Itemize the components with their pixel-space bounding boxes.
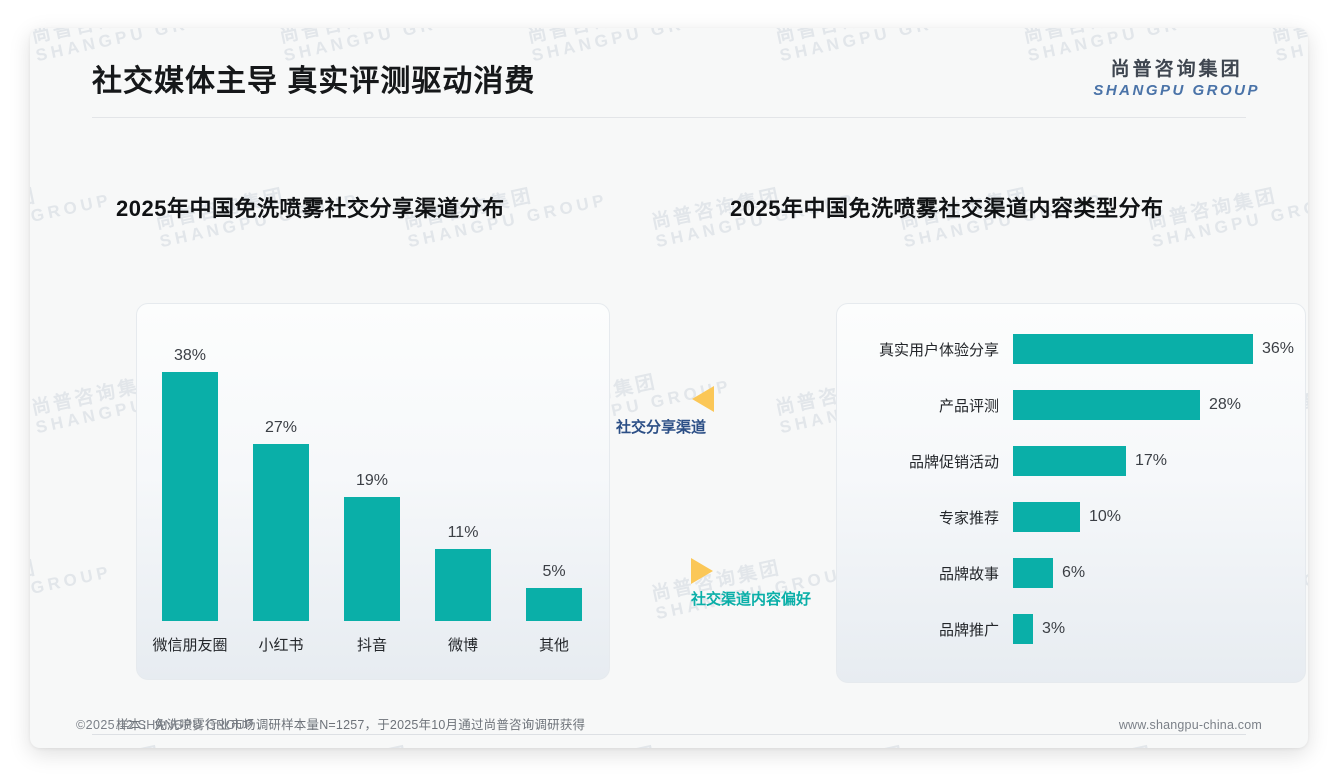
bar-column: 27% 小红书: [246, 419, 316, 654]
bar-rect: [1013, 390, 1200, 420]
bar-value-label: 36%: [1262, 340, 1295, 357]
bar-value-label: 3%: [1042, 620, 1066, 637]
annotation-content-preference-label: 社交渠道内容偏好: [691, 591, 812, 608]
bar-value-label: 10%: [1089, 508, 1122, 525]
bar-category-label: 抖音: [356, 637, 388, 654]
bar-rect: [1013, 558, 1053, 588]
bar-category-label: 专家推荐: [938, 509, 999, 527]
bar-category-label: 小红书: [258, 637, 304, 654]
sample-note: 样本：免洗喷雾行业市场调研样本量N=1257，于2025年10月通过尚普咨询调研…: [116, 718, 586, 732]
bar-category-label: 品牌推广: [938, 621, 999, 639]
bar-value-label: 17%: [1135, 452, 1168, 469]
footer-copyright: ©2025.12 SHANGPU GROUP: [76, 718, 254, 732]
right-chart-title: 2025年中国免洗喷雾社交渠道内容类型分布: [730, 196, 1164, 221]
bar-rect: [253, 444, 309, 621]
bar-row: 专家推荐 10%: [837, 502, 1305, 532]
bar-category-label: 微博: [447, 637, 479, 654]
logo-chinese-text: 尚普咨询集团: [1110, 59, 1243, 80]
bar-column: 11% 微博: [428, 524, 498, 654]
bar-value-label: 5%: [542, 563, 566, 580]
bar-category-label: 微信朋友圈: [152, 637, 228, 654]
bar-value-label: 19%: [355, 472, 389, 489]
note-divider: [92, 734, 1246, 735]
bar-column: 19% 抖音: [337, 472, 407, 654]
left-chart-card: 38% 微信朋友圈 27% 小红书 19% 抖音 11% 微博 5% 其他: [136, 303, 610, 680]
slide-header: 社交媒体主导 真实评测驱动消费 尚普咨询集团 SHANGPU GROUP: [30, 28, 1308, 118]
bar-row: 产品评测 28%: [837, 390, 1305, 420]
horizontal-bar-chart: 真实用户体验分享 36% 产品评测 28% 品牌促销活动 17% 专家推荐 10% 品牌故事 6%…: [837, 304, 1305, 682]
bar-value-label: 11%: [447, 524, 479, 541]
bar-row: 品牌推广 3%: [837, 614, 1305, 644]
bar-category-label: 品牌故事: [938, 565, 999, 583]
bar-rect: [344, 497, 400, 621]
bar-rect: [1013, 502, 1080, 532]
bar-category-label: 其他: [538, 637, 570, 654]
bar-value-label: 6%: [1062, 564, 1086, 581]
bar-value-label: 28%: [1209, 396, 1242, 413]
bar-rect: [1013, 334, 1253, 364]
bar-rect: [162, 372, 218, 621]
bar-rect: [1013, 446, 1126, 476]
bar-category-label: 品牌促销活动: [908, 453, 999, 471]
annotation-content-preference: 社交渠道内容偏好: [691, 558, 811, 609]
header-divider: [92, 117, 1246, 118]
annotation-share-channel-label: 社交分享渠道: [616, 419, 707, 436]
bar-rect: [526, 588, 582, 621]
bar-rect: [1013, 614, 1033, 644]
left-chart-title: 2025年中国免洗喷雾社交分享渠道分布: [116, 196, 505, 221]
page-title: 社交媒体主导 真实评测驱动消费: [92, 65, 536, 98]
bar-value-label: 27%: [264, 419, 298, 436]
triangle-left-icon: [692, 386, 714, 412]
bar-row: 品牌促销活动 17%: [837, 446, 1305, 476]
bar-column: 5% 其他: [519, 563, 589, 654]
bar-row: 品牌故事 6%: [837, 558, 1305, 588]
footer-website: www.shangpu-china.com: [1118, 718, 1262, 732]
vertical-bar-chart: 38% 微信朋友圈 27% 小红书 19% 抖音 11% 微博 5% 其他: [137, 304, 609, 679]
bar-row: 真实用户体验分享 36%: [837, 334, 1305, 364]
bar-column: 38% 微信朋友圈: [152, 347, 227, 654]
slide-footer: ©2025.12 SHANGPU GROUP www.shangpu-china…: [30, 706, 1308, 748]
bar-value-label: 38%: [173, 347, 207, 364]
triangle-right-icon: [691, 558, 713, 584]
bar-category-label: 真实用户体验分享: [878, 341, 999, 359]
annotation-share-channel: 社交分享渠道: [616, 386, 714, 437]
right-chart-card: 真实用户体验分享 36% 产品评测 28% 品牌促销活动 17% 专家推荐 10% 品牌故事 6%…: [836, 303, 1306, 683]
logo-english-text: SHANGPU GROUP: [1093, 82, 1260, 99]
brand-logo: 尚普咨询集团 SHANGPU GROUP: [1093, 54, 1260, 99]
bar-rect: [435, 549, 491, 621]
bar-category-label: 产品评测: [938, 397, 999, 415]
